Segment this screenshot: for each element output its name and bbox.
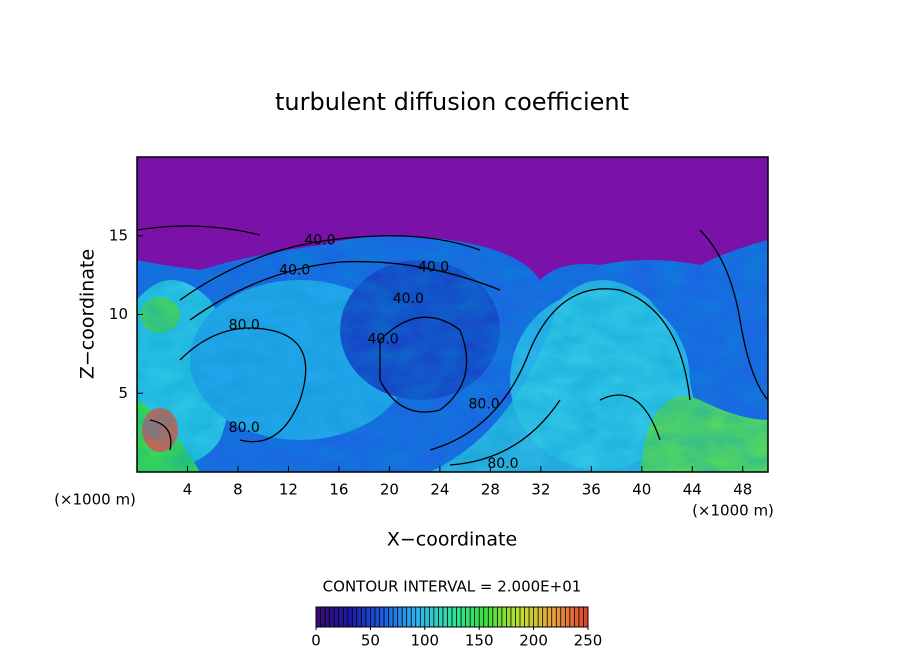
colorbar-tick-label: 200: [519, 632, 548, 650]
field: [137, 157, 768, 472]
y-tick-label: 15: [109, 226, 128, 244]
colorbar-tick-label: 100: [410, 632, 439, 650]
y-tick-label: 5: [118, 384, 128, 402]
x-tick-label: 40: [632, 481, 651, 499]
contour-label: 40.0: [393, 291, 424, 307]
contour-label: 80.0: [487, 456, 518, 472]
x-tick-label: 48: [733, 481, 752, 499]
contour-label: 80.0: [468, 396, 499, 412]
colorbar-tick-label: 250: [574, 632, 603, 650]
x-tick-label: 36: [582, 481, 601, 499]
x-tick-label: 32: [531, 481, 550, 499]
contour-interval: CONTOUR INTERVAL = 2.000E+01: [323, 578, 582, 596]
contour-label: 40.0: [418, 259, 449, 275]
y-axis-label: Z−coordinate: [77, 249, 99, 379]
x-tick-label: 44: [683, 481, 702, 499]
x-axis-label: X−coordinate: [387, 529, 517, 551]
x-tick-label: 28: [481, 481, 500, 499]
contour-label: 40.0: [304, 232, 335, 248]
contour-label: 80.0: [229, 318, 260, 334]
colorbar-tick-label: 50: [361, 632, 380, 650]
colorbar-tick-label: 150: [465, 632, 494, 650]
x-tick-label: 12: [279, 481, 298, 499]
x-tick-label: 16: [329, 481, 348, 499]
contour-label: 40.0: [279, 262, 310, 278]
contour-label: 40.0: [368, 332, 399, 348]
x-tick-label: 20: [380, 481, 399, 499]
x-tick-label: 4: [183, 481, 193, 499]
contour-label: 80.0: [229, 420, 260, 436]
y-tick-label: 10: [109, 305, 128, 323]
x-tick-label: 24: [430, 481, 449, 499]
colorbar-tick-label: 0: [311, 632, 321, 650]
chart-title: turbulent diffusion coefficient: [275, 88, 629, 116]
x-unit-label: (×1000 m): [54, 491, 136, 509]
x-unit-label: (×1000 m): [692, 502, 774, 520]
x-tick-label: 8: [233, 481, 243, 499]
